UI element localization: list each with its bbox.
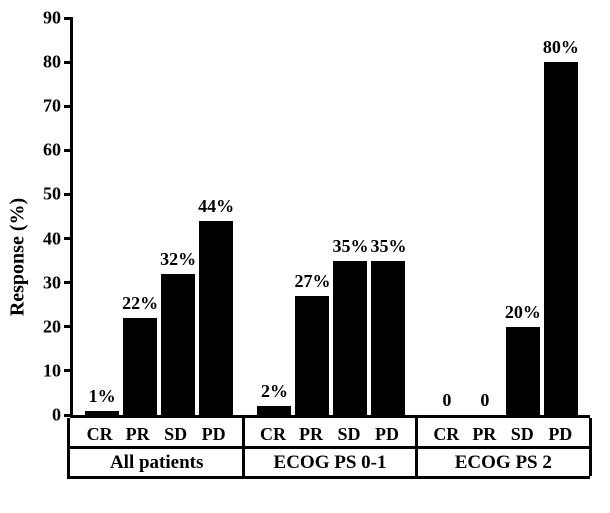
category-label: PR — [121, 424, 155, 445]
bar-slot: 80% — [544, 62, 578, 415]
bar-group: 1%22%32%44% — [73, 18, 245, 415]
group-label: ECOG PS 2 — [417, 452, 590, 474]
bar-value-label: 0 — [480, 390, 489, 411]
y-tick-label: 80 — [43, 52, 61, 73]
bar-group: 0020%80% — [418, 18, 590, 415]
bar-value-label: 1% — [89, 386, 116, 407]
bar — [199, 221, 233, 415]
y-tick-label: 30 — [43, 272, 61, 293]
bar-slot: 2% — [257, 406, 291, 415]
category-label-group: CRPRSDPD — [243, 424, 416, 445]
row-divider — [67, 446, 590, 449]
y-tick — [64, 281, 73, 284]
bar-value-label: 80% — [543, 37, 579, 58]
bar — [257, 406, 291, 415]
y-tick — [64, 105, 73, 108]
bar-slot: 35% — [333, 261, 367, 415]
category-label: SD — [159, 424, 193, 445]
y-tick-label: 50 — [43, 184, 61, 205]
bar — [544, 62, 578, 415]
bar — [123, 318, 157, 415]
category-label: PD — [197, 424, 231, 445]
category-label: PR — [467, 424, 501, 445]
category-label: SD — [505, 424, 539, 445]
bar — [85, 411, 119, 415]
bar — [506, 327, 540, 415]
group-label: All patients — [70, 452, 243, 474]
y-tick-label: 0 — [52, 405, 61, 426]
bar-value-label: 0 — [442, 390, 451, 411]
bar-value-label: 2% — [261, 381, 288, 402]
group-label: ECOG PS 0-1 — [243, 452, 416, 474]
y-tick — [64, 193, 73, 196]
bar — [371, 261, 405, 415]
bar-value-label: 35% — [370, 236, 406, 257]
bar-slot: 1% — [85, 411, 119, 415]
category-label: SD — [332, 424, 366, 445]
bar — [161, 274, 195, 415]
response-bar-chart: Response (%) 1%22%32%44%2%27%35%35%0020%… — [0, 0, 610, 513]
bar-slot: 32% — [161, 274, 195, 415]
bar-value-label: 44% — [198, 196, 234, 217]
category-label-group: CRPRSDPD — [70, 424, 243, 445]
category-label: CR — [256, 424, 290, 445]
y-tick — [64, 17, 73, 20]
y-tick-label: 90 — [43, 8, 61, 29]
row-divider — [67, 476, 590, 479]
y-axis-label: Response (%) — [7, 197, 30, 315]
bar-slot: 44% — [199, 221, 233, 415]
bar-value-label: 22% — [122, 293, 158, 314]
y-tick-label: 70 — [43, 96, 61, 117]
y-tick-label: 60 — [43, 140, 61, 161]
bar-value-label: 20% — [505, 302, 541, 323]
bar-slot: 35% — [371, 261, 405, 415]
plot-area: 1%22%32%44%2%27%35%35%0020%80% 010203040… — [70, 18, 590, 418]
bar — [333, 261, 367, 415]
y-tick — [64, 414, 73, 417]
bar-value-label: 35% — [332, 236, 368, 257]
y-tick — [64, 325, 73, 328]
category-label-group: CRPRSDPD — [417, 424, 590, 445]
bar-slot: 22% — [123, 318, 157, 415]
bar — [295, 296, 329, 415]
y-tick-label: 40 — [43, 228, 61, 249]
bar-group: 2%27%35%35% — [245, 18, 417, 415]
bar-value-label: 32% — [160, 249, 196, 270]
y-tick — [64, 369, 73, 372]
category-label: CR — [429, 424, 463, 445]
category-label: CR — [83, 424, 117, 445]
y-tick-label: 20 — [43, 316, 61, 337]
category-label: PD — [543, 424, 577, 445]
y-tick — [64, 61, 73, 64]
y-tick — [64, 237, 73, 240]
y-tick-label: 10 — [43, 360, 61, 381]
bar-slot: 27% — [295, 296, 329, 415]
group-labels-row: All patientsECOG PS 0-1ECOG PS 2 — [70, 452, 590, 474]
y-tick — [64, 149, 73, 152]
category-label: PD — [370, 424, 404, 445]
bar-slot: 20% — [506, 327, 540, 415]
bar-value-label: 27% — [294, 271, 330, 292]
category-label: PR — [294, 424, 328, 445]
category-labels-row: CRPRSDPDCRPRSDPDCRPRSDPD — [70, 424, 590, 445]
